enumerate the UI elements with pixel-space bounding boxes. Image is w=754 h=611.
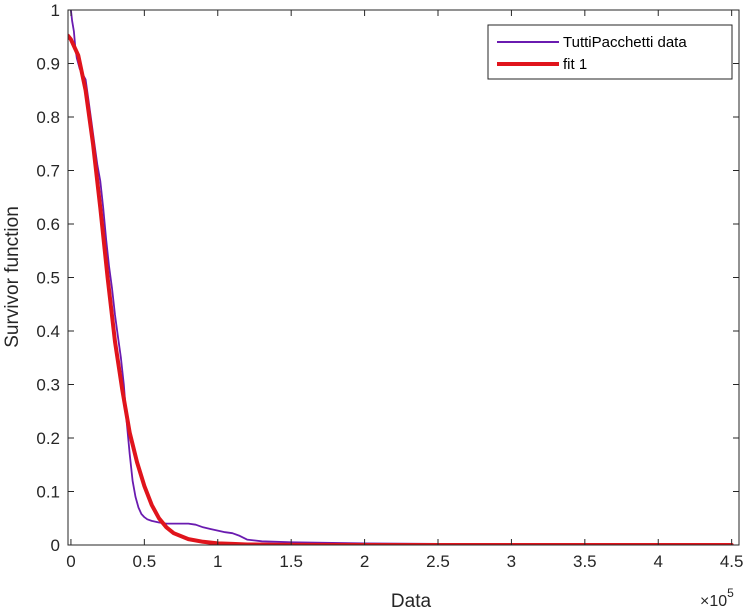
y-tick-label: 0.4 bbox=[36, 322, 60, 341]
y-tick-label: 0.7 bbox=[36, 162, 60, 181]
legend-entry-data: TuttiPacchetti data bbox=[563, 34, 687, 51]
x-tick-label: 4.5 bbox=[720, 552, 744, 571]
x-tick-label: 4 bbox=[654, 552, 663, 571]
y-tick-label: 0.3 bbox=[36, 376, 60, 395]
x-axis-exponent: ×105 bbox=[700, 586, 734, 610]
y-tick-label: 0.1 bbox=[36, 483, 60, 502]
x-axis-label: Data bbox=[391, 591, 432, 611]
y-tick-label: 0.2 bbox=[36, 429, 60, 448]
x-tick-label: 3.5 bbox=[573, 552, 597, 571]
series-layer bbox=[68, 10, 734, 545]
x-tick-label: 0 bbox=[66, 552, 75, 571]
y-axis-label: Survivor function bbox=[2, 206, 23, 348]
y-tick-label: 0.5 bbox=[36, 269, 60, 288]
x-tick-label: 0.5 bbox=[133, 552, 157, 571]
y-axis-ticks: 0 0.1 0.2 0.3 0.4 0.5 0.6 0.7 0.8 0.9 1 bbox=[36, 1, 739, 555]
y-tick-label: 0.9 bbox=[36, 55, 60, 74]
legend-box bbox=[487, 24, 733, 80]
y-tick-label: 0.6 bbox=[36, 215, 60, 234]
x-axis-ticks: 0 0.5 1 1.5 2 2.5 3 3.5 4 4.5 bbox=[66, 10, 743, 571]
legend-entry-fit: fit 1 bbox=[563, 56, 587, 73]
y-tick-label: 0.8 bbox=[36, 108, 60, 127]
x-tick-label: 2 bbox=[360, 552, 369, 571]
y-tick-label: 0 bbox=[51, 536, 60, 555]
x-tick-label: 2.5 bbox=[426, 552, 450, 571]
legend: TuttiPacchetti data fit 1 bbox=[487, 24, 733, 80]
x-axis-exponent-power: 5 bbox=[727, 586, 734, 600]
x-tick-label: 3 bbox=[507, 552, 516, 571]
y-tick-label: 1 bbox=[51, 1, 60, 20]
x-axis-exponent-base: ×10 bbox=[700, 593, 727, 610]
x-tick-label: 1 bbox=[213, 552, 222, 571]
plot-area bbox=[68, 10, 739, 545]
series-line-fit bbox=[68, 33, 734, 545]
x-tick-label: 1.5 bbox=[279, 552, 303, 571]
